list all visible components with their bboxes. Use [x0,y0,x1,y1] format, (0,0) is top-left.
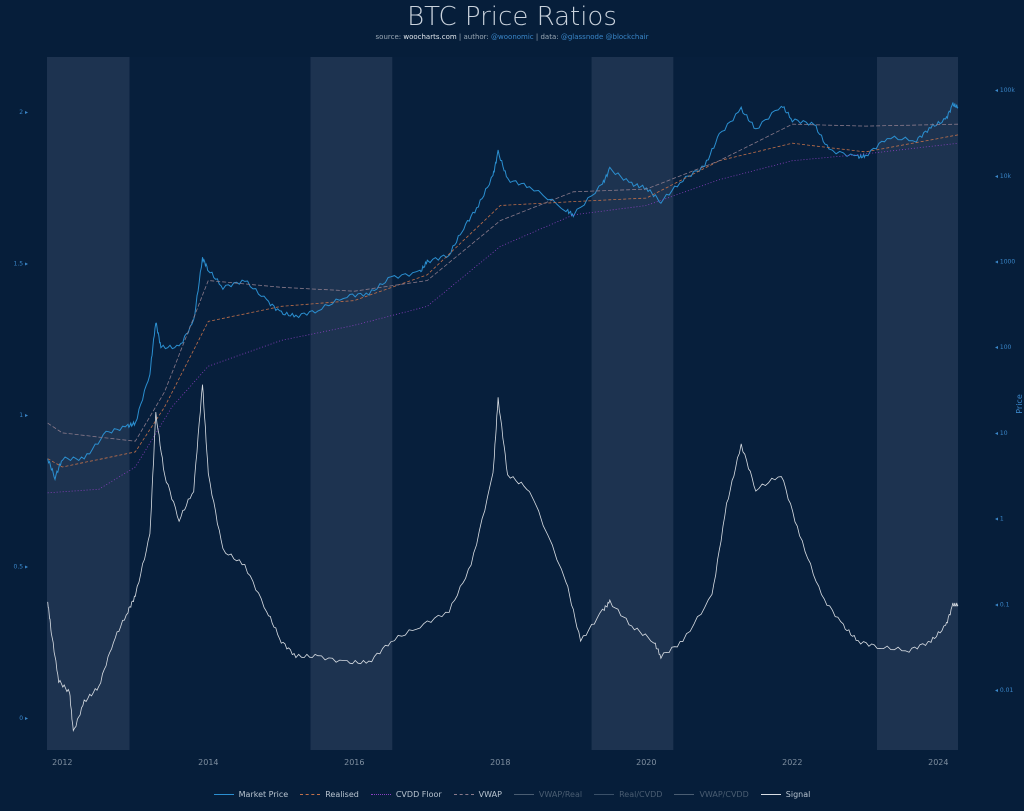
data-sources-link[interactable]: @glassnode @blockchair [560,33,649,41]
y-right-tick-label: ◂ 1 [995,516,1004,523]
legend-item[interactable]: VWAP/Real [513,790,583,799]
legend-item[interactable]: CVDD Floor [370,790,442,799]
y-right-tick-label: ◂ 100k [995,87,1015,94]
x-tick-label: 2024 [928,758,948,767]
series-line-vwap [47,123,959,442]
series-line-signal [47,384,959,732]
legend-item[interactable]: Real/CVDD [594,790,662,799]
legend-item[interactable]: Signal [760,790,811,799]
y-right-tick-label: ◂ 0.1 [995,601,1010,608]
series-line-realised [47,134,959,468]
legend-swatch [674,794,695,795]
legend-swatch [594,794,615,795]
x-tick-label: 2020 [636,758,656,767]
legend-swatch [370,794,391,795]
y-left-tick-label: 0 ▸ [19,715,28,722]
legend-label: CVDD Floor [395,790,442,799]
shaded-period [876,57,958,750]
legend: Market Price Realised CVDD Floor VWAP VWAP/R… [0,790,1024,799]
y-left-tick-label: 0.5 ▸ [14,564,28,571]
series-line-market-price [47,102,959,482]
y-right-tick-label: ◂ 0.01 [995,687,1013,694]
legend-label: Market Price [238,790,289,799]
y-right-tick-label: ◂ 1000 [995,259,1015,266]
y-right-tick-label: ◂ 10k [995,173,1012,180]
series-line-cvdd-floor [47,142,959,494]
y-right-tick-label: ◂ 10 [995,430,1008,437]
legend-swatch [213,794,234,795]
legend-item[interactable]: VWAP/CVDD [674,790,749,799]
legend-label: Signal [785,790,811,799]
y-right-axis-title: Price [1015,394,1024,414]
y-left-tick-label: 1 ▸ [19,412,28,419]
legend-label: VWAP/CVDD [699,790,749,799]
legend-item[interactable]: Realised [300,790,359,799]
plot-area [47,57,958,750]
shaded-period [310,57,393,750]
source-label: source: [375,33,402,41]
legend-label: Real/CVDD [619,790,663,799]
shaded-period [47,57,130,750]
legend-swatch [453,794,474,795]
x-tick-label: 2014 [198,758,218,767]
y-right-tick-label: ◂ 100 [995,344,1012,351]
legend-label: VWAP [478,790,502,799]
shaded-period [591,57,674,750]
x-tick-label: 2018 [490,758,510,767]
legend-label: Realised [325,790,359,799]
legend-item[interactable]: Market Price [213,790,289,799]
y-left-tick-label: 2 ▸ [19,109,28,116]
data-label: | data: [535,33,559,41]
x-tick-label: 2012 [52,758,72,767]
y-left-tick-label: 1.5 ▸ [14,261,28,268]
author-link[interactable]: @woonomic [491,33,534,41]
source-link[interactable]: woocharts.com [403,33,457,41]
legend-swatch [300,794,321,795]
legend-swatch [760,794,781,795]
legend-swatch [513,794,534,795]
author-label: | author: [458,33,489,41]
x-tick-label: 2016 [344,758,364,767]
chart-subtitle: source: woocharts.com | author: @woonomi… [0,33,1024,41]
chart-title: BTC Price Ratios [407,2,617,32]
legend-item[interactable]: VWAP [453,790,502,799]
legend-label: VWAP/Real [538,790,583,799]
x-tick-label: 2022 [782,758,802,767]
